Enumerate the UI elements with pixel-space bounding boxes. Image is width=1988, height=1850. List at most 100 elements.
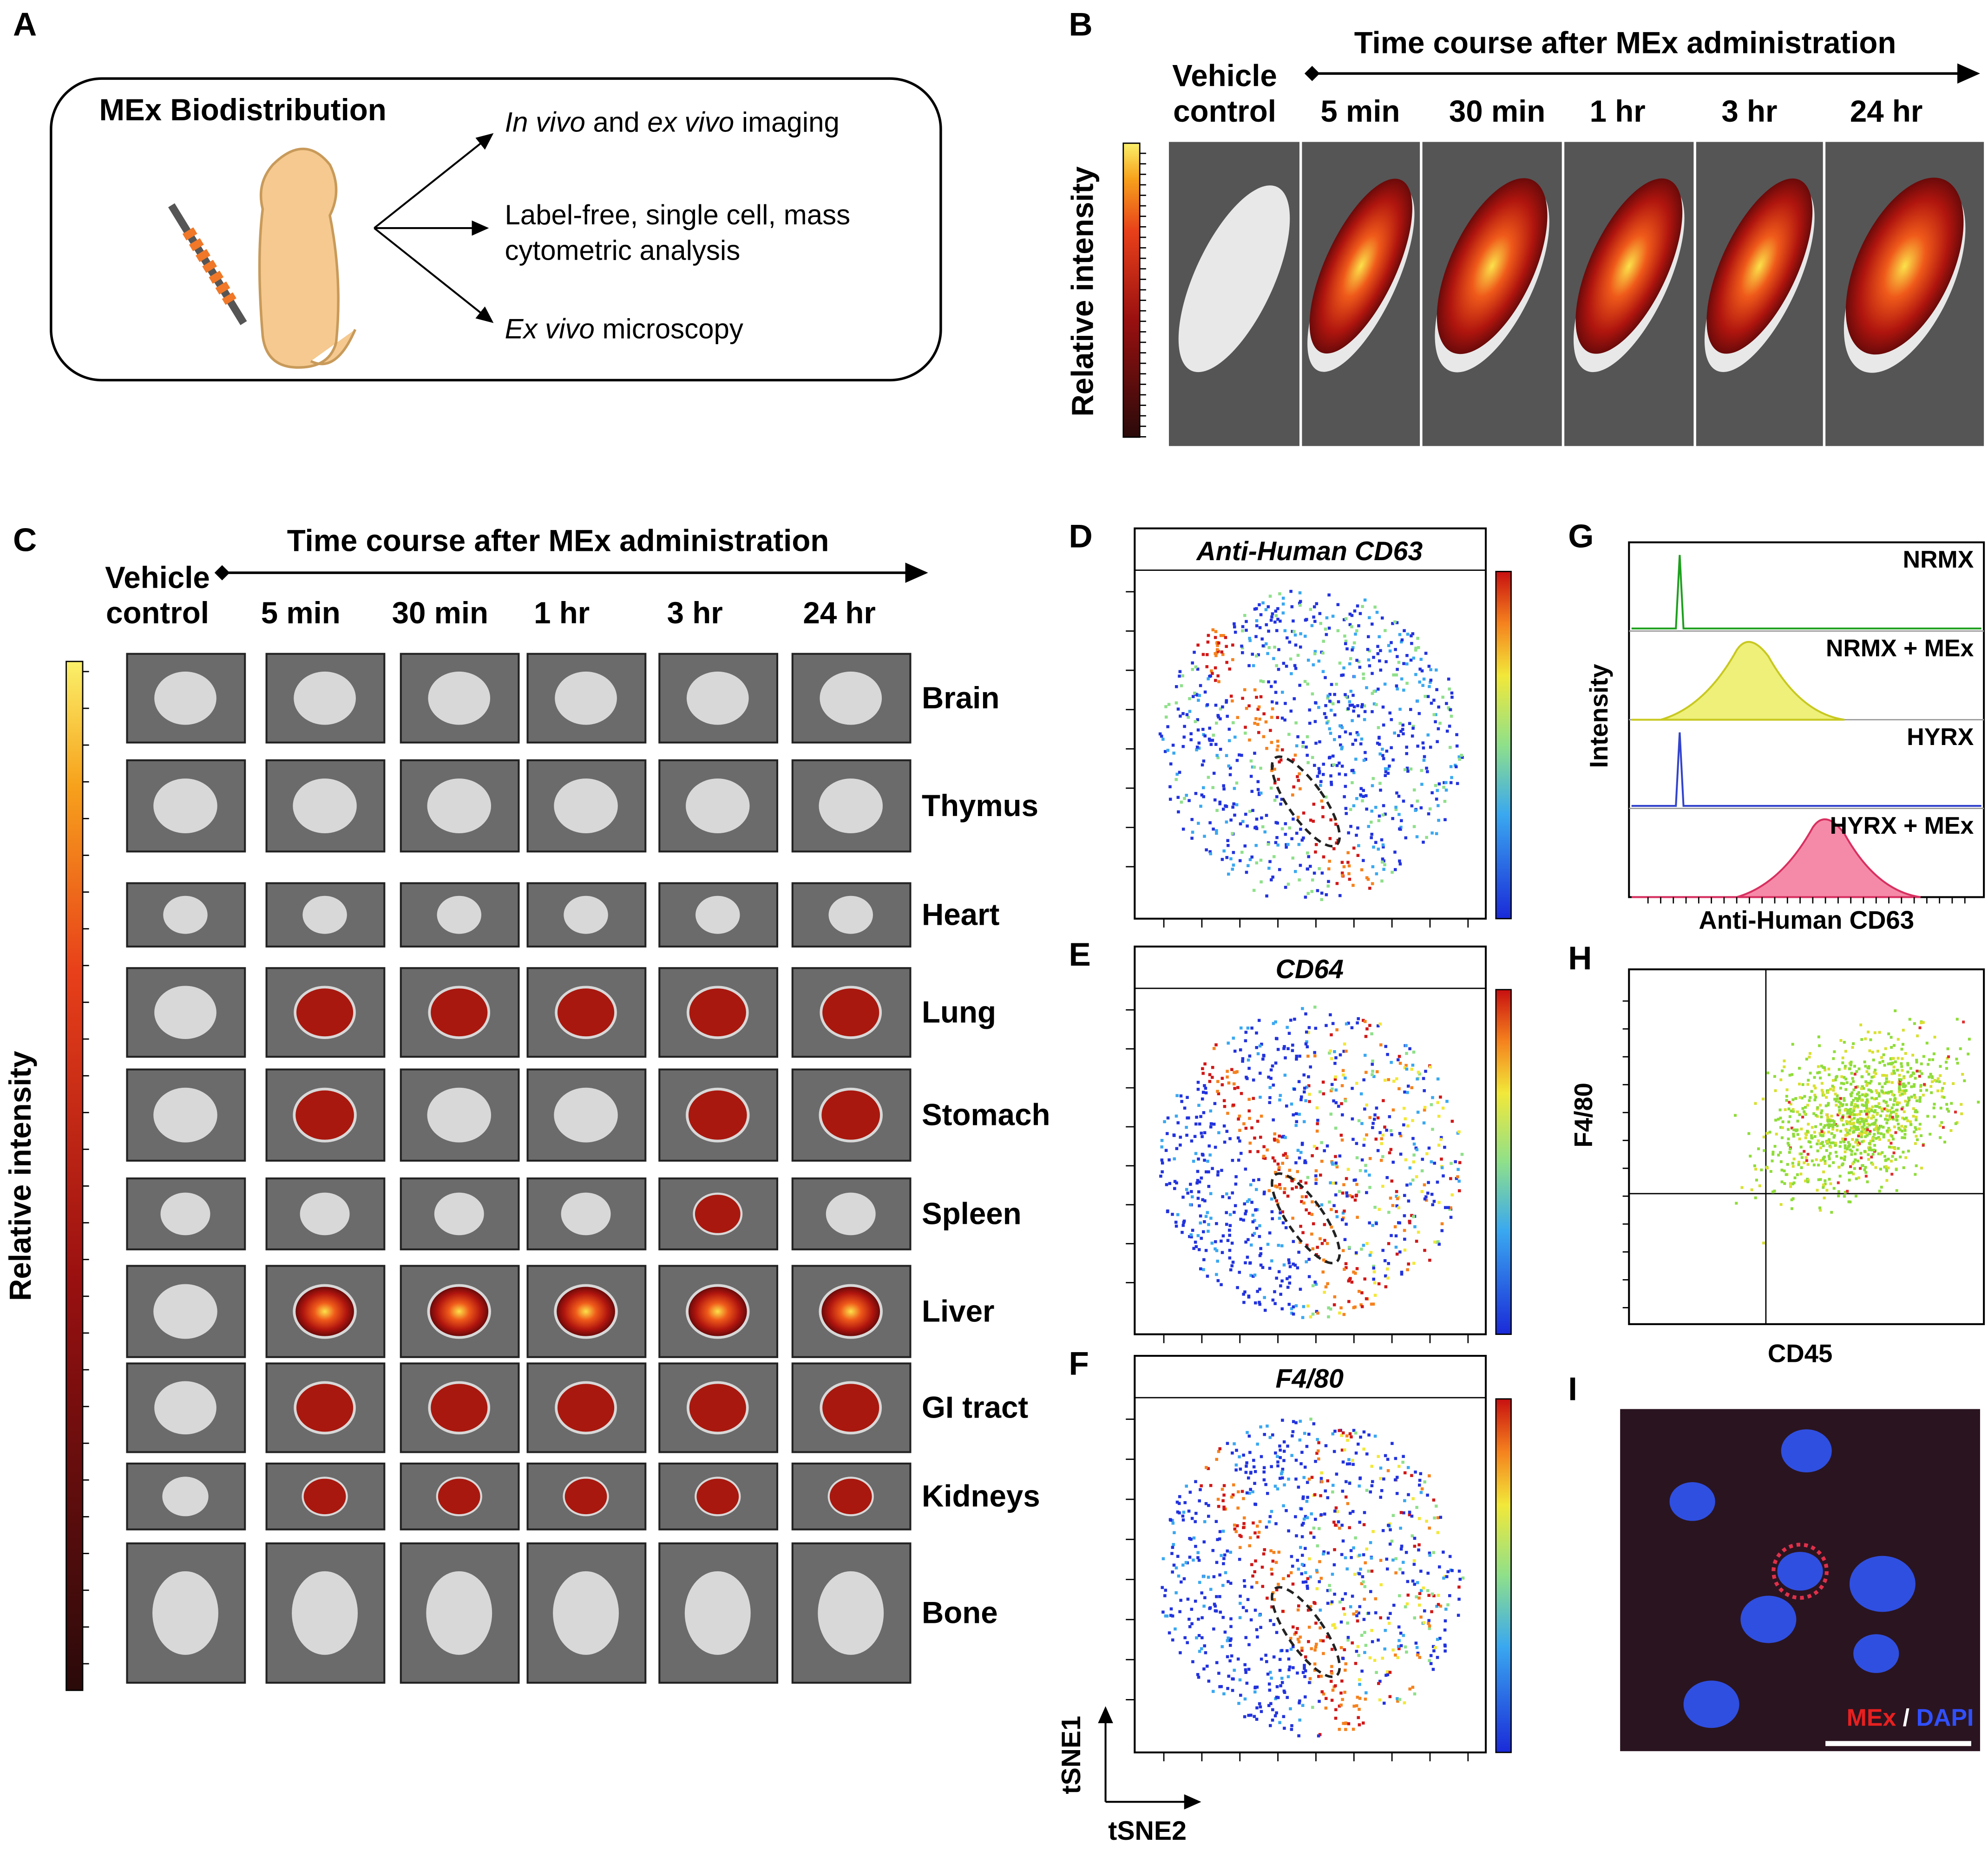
scatter-dot: [1225, 645, 1228, 648]
scatter-dot: [1402, 800, 1405, 803]
organ-shape: [826, 1193, 876, 1236]
signal-blob: [431, 988, 487, 1036]
scatter-dot: [1374, 1611, 1378, 1615]
scatter-dot: [1253, 752, 1256, 755]
scatter-dot: [1263, 1433, 1266, 1436]
scatter-dot: [1876, 1113, 1878, 1116]
scatter-dot: [1792, 1197, 1795, 1200]
scatter-dot: [1360, 1248, 1363, 1251]
scatter-dot: [1349, 690, 1352, 693]
scatter-dot: [1796, 1111, 1799, 1113]
scatter-dot: [1850, 1101, 1853, 1104]
scatter-dot: [1197, 1618, 1200, 1621]
scatter-dot: [1783, 1059, 1785, 1062]
scatter-dot: [1316, 1106, 1319, 1110]
scatter-dot: [1180, 1100, 1183, 1103]
scatter-dot: [1296, 1266, 1299, 1269]
scatter-dot: [1276, 1460, 1279, 1464]
scatter-dot: [1429, 745, 1432, 749]
scatter-dot: [1803, 1150, 1805, 1153]
scatter-dot: [1865, 1101, 1868, 1104]
scatter-dot: [1175, 1225, 1178, 1228]
scatter-dot: [1306, 1055, 1310, 1058]
scatter-dot: [1344, 1728, 1347, 1731]
scatter-dot: [1342, 1607, 1345, 1610]
nucleus: [1777, 1552, 1823, 1590]
scatter-dot: [1792, 1165, 1795, 1168]
scatter-dot: [1846, 1112, 1849, 1115]
scatter-dot: [1381, 754, 1384, 757]
scatter-dot: [1194, 1520, 1197, 1523]
scatter-dot: [1216, 1538, 1219, 1541]
scatter-dot: [1317, 706, 1320, 709]
scatter-dot: [1288, 641, 1292, 644]
scatter-dot: [1344, 1662, 1347, 1666]
scatter-dot: [1407, 1466, 1410, 1469]
scatter-dot: [1260, 859, 1263, 862]
nucleus: [1850, 1556, 1916, 1612]
scatter-dot: [1233, 1082, 1236, 1085]
scatter-dot: [1916, 1034, 1919, 1037]
scatter-dot: [1337, 700, 1340, 704]
scatter-dot: [1371, 710, 1374, 713]
scatter-dot: [1857, 1135, 1860, 1137]
scatter-dot: [1363, 1618, 1366, 1621]
scatter-dot: [1960, 1112, 1963, 1115]
scatter-dot: [1247, 1109, 1251, 1112]
scatter-dot: [1753, 1164, 1756, 1167]
scatter-dot: [1405, 1052, 1408, 1055]
scatter-dot: [1891, 1106, 1894, 1109]
scatter-dot: [1862, 1120, 1865, 1123]
scatter-dot: [1232, 1037, 1235, 1040]
scatter-dot: [1286, 1277, 1289, 1281]
scatter-dot: [1330, 709, 1333, 712]
scatter-dot: [1232, 851, 1235, 854]
scatter-dot: [1383, 863, 1386, 867]
scatter-dot: [1396, 1253, 1399, 1256]
scatter-dot: [1243, 1203, 1246, 1206]
scatter-dot: [1358, 1683, 1361, 1686]
scatter-dot: [1395, 1190, 1398, 1193]
scatter-dot: [1355, 1251, 1358, 1255]
scatter-dot: [1241, 1490, 1244, 1493]
scatter-dot: [1358, 1723, 1361, 1726]
scatter-dot: [1191, 1229, 1194, 1232]
scatter-dot: [1893, 1066, 1896, 1068]
scatter-dot: [1941, 1087, 1944, 1090]
scatter-dot: [1166, 749, 1169, 752]
organ-shape: [153, 778, 217, 833]
scatter-dot: [1369, 1490, 1372, 1494]
scatter-dot: [1450, 765, 1453, 768]
scatter-dot: [1865, 1113, 1868, 1116]
scatter-dot: [1306, 754, 1309, 757]
scatter-dot: [1317, 1449, 1320, 1452]
scatter-dot: [1305, 1042, 1308, 1046]
scatter-dot: [1404, 1249, 1407, 1252]
scatter-dot: [1213, 772, 1216, 775]
time-label: 30 min: [1449, 94, 1545, 128]
scatter-dot: [1413, 1143, 1416, 1146]
scatter-dot: [1354, 1662, 1358, 1665]
scatter-dot: [1299, 1151, 1303, 1154]
scatter-dot: [1377, 1149, 1380, 1152]
scatter-dot: [1292, 1240, 1295, 1243]
scatter-dot: [1313, 872, 1316, 875]
scatter-dot: [1318, 1560, 1321, 1563]
scatter-dot: [1437, 1201, 1441, 1204]
scatter-dot: [1294, 1631, 1298, 1634]
scatter-dot: [1191, 1517, 1194, 1520]
scatter-dot: [1301, 838, 1304, 842]
scatter-dot: [1247, 664, 1251, 667]
scatter-dot: [1441, 1222, 1444, 1225]
panel-letter: H: [1568, 940, 1592, 977]
scatter-dot: [1395, 1246, 1398, 1249]
scatter-dot: [1286, 1155, 1289, 1158]
scatter-dot: [1267, 646, 1271, 649]
scatter-dot: [1272, 1118, 1275, 1122]
scatter-dot: [1281, 827, 1284, 830]
scatter-dot: [1817, 1164, 1820, 1166]
scatter-dot: [1375, 703, 1378, 706]
scatter-dot: [1391, 1540, 1394, 1543]
scatter-dot: [1414, 673, 1417, 676]
scatter-dot: [1384, 1285, 1388, 1288]
